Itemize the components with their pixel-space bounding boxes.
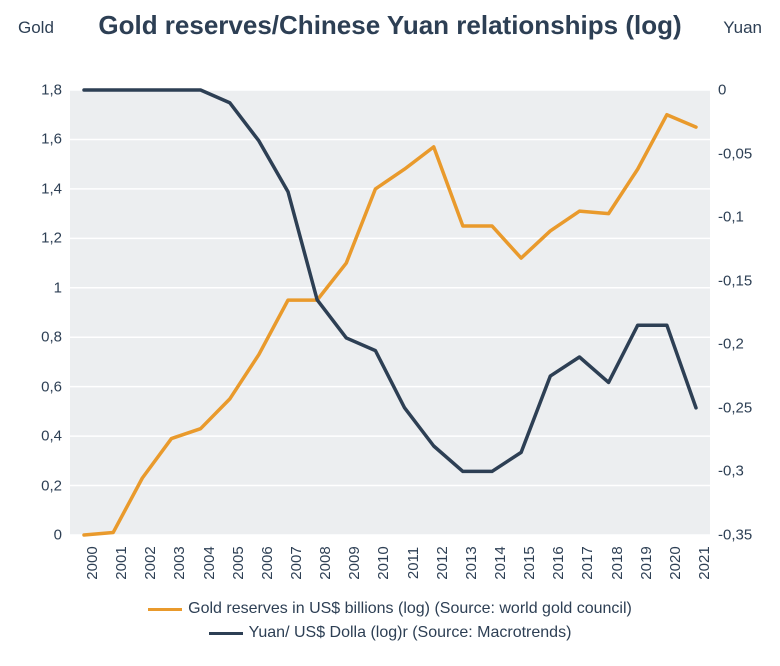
x-tick: 2006: [259, 546, 276, 579]
x-tick: 2018: [609, 546, 626, 579]
x-tick: 2021: [696, 546, 713, 579]
plot-svg: [70, 90, 710, 535]
x-tick: 2015: [521, 546, 538, 579]
x-tick: 2002: [142, 546, 159, 579]
y-axis-label-right: Yuan: [723, 18, 762, 38]
x-tick: 2016: [550, 546, 567, 579]
x-tick: 2020: [667, 546, 684, 579]
x-tick: 2001: [113, 546, 130, 579]
x-tick: 2008: [317, 546, 334, 579]
y-right-tick: -0,05: [718, 145, 752, 162]
legend-swatch: [148, 608, 182, 611]
x-tick: 2017: [579, 546, 596, 579]
x-tick: 2000: [84, 546, 101, 579]
legend-label: Yuan/ US$ Dolla (log)r (Source: Macrotre…: [249, 624, 572, 642]
y-left-tick: 0,8: [41, 329, 62, 346]
y-axis-label-left: Gold: [18, 18, 54, 38]
x-tick: 2007: [288, 546, 305, 579]
x-tick: 2009: [346, 546, 363, 579]
y-left-tick: 1,6: [41, 131, 62, 148]
x-tick: 2014: [492, 546, 509, 579]
y-left-tick: 0,4: [41, 428, 62, 445]
y-right-tick: -0,1: [718, 209, 744, 226]
x-tick: 2019: [638, 546, 655, 579]
y-left-tick: 1: [54, 279, 62, 296]
x-tick: 2012: [434, 546, 451, 579]
legend-label: Gold reserves in US$ billions (log) (Sou…: [188, 600, 632, 618]
y-left-tick: 1,2: [41, 230, 62, 247]
y-right-tick: -0,3: [718, 463, 744, 480]
legend-swatch: [209, 632, 243, 635]
y-right-tick: -0,2: [718, 336, 744, 353]
legend-item-gold: Gold reserves in US$ billions (log) (Sou…: [148, 600, 632, 618]
y-left-tick: 1,8: [41, 82, 62, 99]
x-tick: 2013: [463, 546, 480, 579]
chart-container: Gold reserves/Chinese Yuan relationships…: [0, 0, 780, 666]
y-right-tick: 0: [718, 82, 726, 99]
plot-area: 00,20,40,60,811,21,41,61,8-0,35-0,3-0,25…: [70, 90, 710, 535]
x-tick: 2004: [201, 546, 218, 579]
y-left-tick: 0: [54, 527, 62, 544]
legend-item-yuan: Yuan/ US$ Dolla (log)r (Source: Macrotre…: [209, 624, 572, 642]
y-right-tick: -0,15: [718, 272, 752, 289]
x-tick: 2010: [375, 546, 392, 579]
y-right-tick: -0,35: [718, 527, 752, 544]
y-left-tick: 0,2: [41, 477, 62, 494]
x-tick: 2005: [230, 546, 247, 579]
y-right-tick: -0,25: [718, 399, 752, 416]
y-left-tick: 0,6: [41, 378, 62, 395]
x-tick: 2003: [171, 546, 188, 579]
y-left-tick: 1,4: [41, 180, 62, 197]
x-tick: 2011: [405, 547, 422, 579]
chart-title: Gold reserves/Chinese Yuan relationships…: [0, 10, 780, 41]
legend: Gold reserves in US$ billions (log) (Sou…: [0, 600, 780, 642]
